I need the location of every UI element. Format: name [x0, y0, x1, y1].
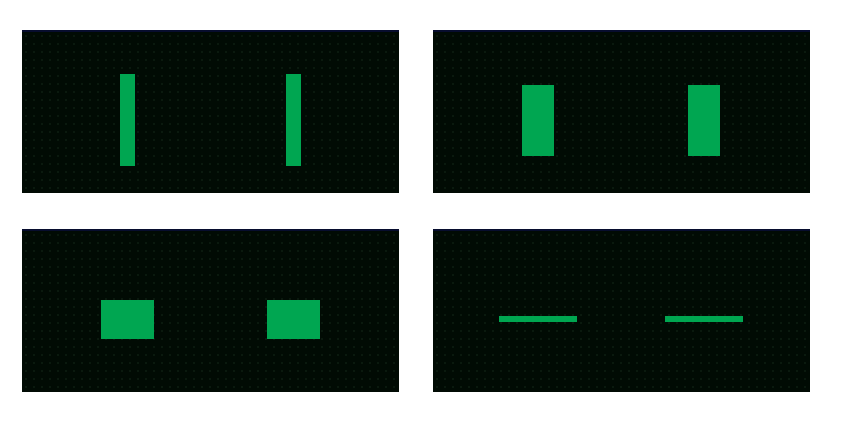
- green-wide-rectangle-left: [101, 300, 154, 339]
- panel-bottom-left: [22, 229, 399, 392]
- green-tall-rectangle-left: [522, 85, 554, 156]
- green-horizontal-bar-left: [499, 316, 577, 322]
- panel-top-left: [22, 30, 399, 193]
- green-vertical-bar-left: [120, 74, 135, 166]
- green-horizontal-bar-right: [665, 316, 743, 322]
- panel-bottom-right: [433, 229, 810, 392]
- green-wide-rectangle-right: [267, 300, 320, 339]
- green-tall-rectangle-right: [688, 85, 720, 156]
- green-vertical-bar-right: [286, 74, 301, 166]
- panel-top-right: [433, 30, 810, 193]
